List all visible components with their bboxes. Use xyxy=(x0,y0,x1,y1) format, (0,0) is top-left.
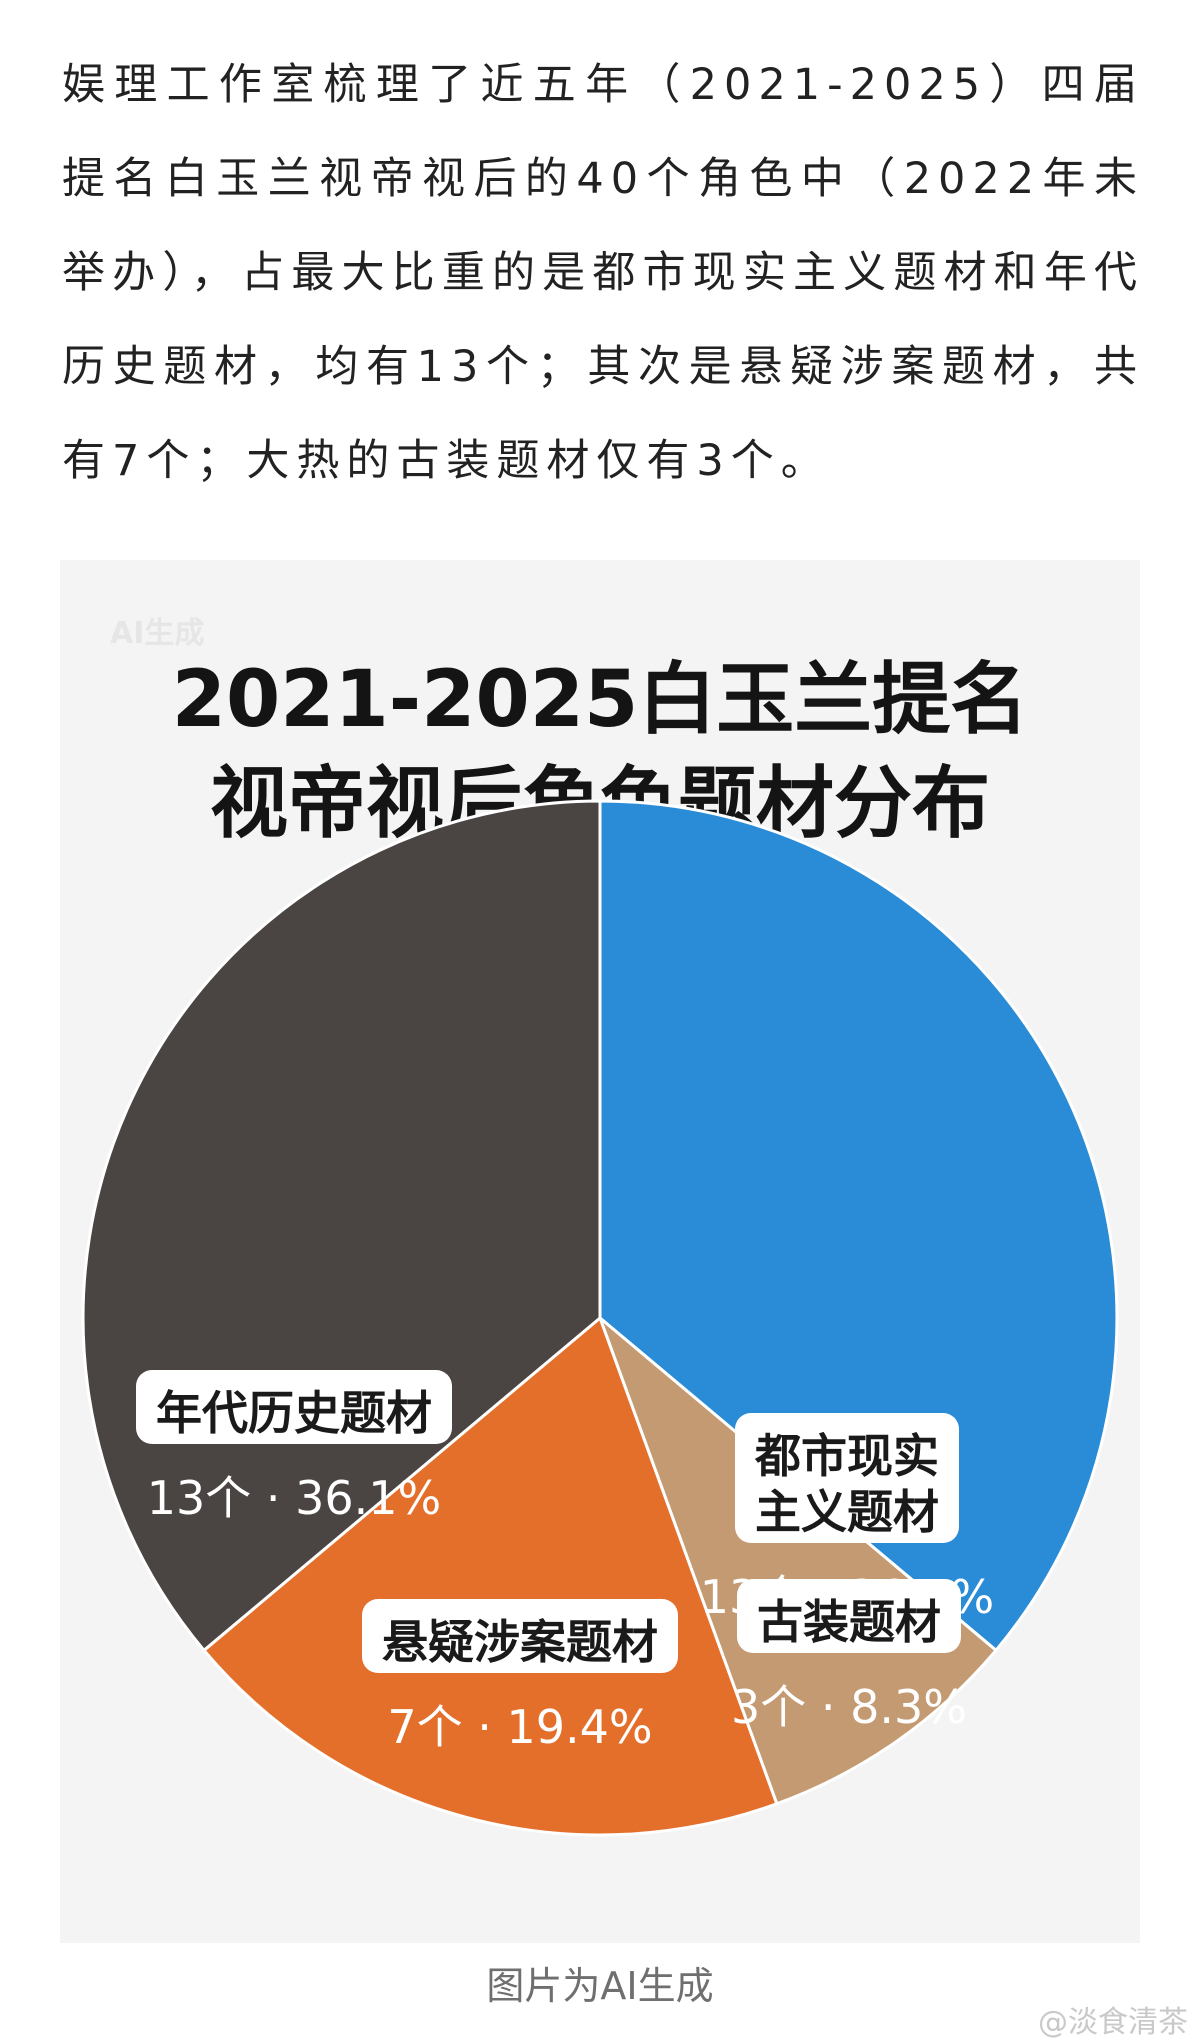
pie-labels: 都市现实主义题材 13个 · 36.1% 古装题材 3个 · 8.3% 悬疑涉案题材 7个… xyxy=(136,1370,994,1754)
slice-category-label: 古装题材 xyxy=(757,1595,941,1649)
slice-label: 悬疑涉案题材 7个 · 19.4% xyxy=(362,1599,678,1754)
pie-slice xyxy=(598,799,1119,1652)
figure-caption: 图片为AI生成 xyxy=(486,1964,714,2008)
label-pill xyxy=(136,1370,452,1444)
post-text: 娱理工作室梳理了近五年（2021-2025）四届提名白玉兰视帝视后的40个角色中… xyxy=(62,60,1144,486)
pie-slice xyxy=(598,1316,998,1806)
chart-title-line-1: 2021-2025白玉兰提名 xyxy=(171,655,1029,745)
slice-category-label: 都市现实 xyxy=(754,1429,939,1483)
slice-value-label: 3个 · 8.3% xyxy=(731,1680,967,1734)
slice-label: 年代历史题材 13个 · 36.1% xyxy=(136,1370,452,1525)
pie-slices xyxy=(81,799,1119,1837)
weibo-watermark: @淡食清茶 xyxy=(1038,2005,1188,2040)
label-pill xyxy=(735,1413,959,1543)
chart-figure: AI生成 2021-2025白玉兰提名 视帝视后角色题材分布 都市现实主义题材 1… xyxy=(60,560,1140,1943)
slice-category-label: 主义题材 xyxy=(755,1485,939,1539)
slice-value-label: 13个 · 36.1% xyxy=(147,1471,442,1525)
label-pill xyxy=(737,1579,961,1653)
chart-title: 2021-2025白玉兰提名 视帝视后角色题材分布 xyxy=(60,648,1140,856)
slice-label: 古装题材 3个 · 8.3% xyxy=(731,1579,967,1734)
label-pill xyxy=(362,1599,678,1673)
slice-category-label: 年代历史题材 xyxy=(156,1386,432,1440)
pie-slice xyxy=(202,1316,779,1837)
pie-chart: 都市现实主义题材 13个 · 36.1% 古装题材 3个 · 8.3% 悬疑涉案题材 7个… xyxy=(81,799,1119,1837)
ai-watermark-logo: AI生成 xyxy=(110,616,205,651)
slice-value-label: 7个 · 19.4% xyxy=(387,1700,652,1754)
slice-category-label: 悬疑涉案题材 xyxy=(382,1615,658,1669)
